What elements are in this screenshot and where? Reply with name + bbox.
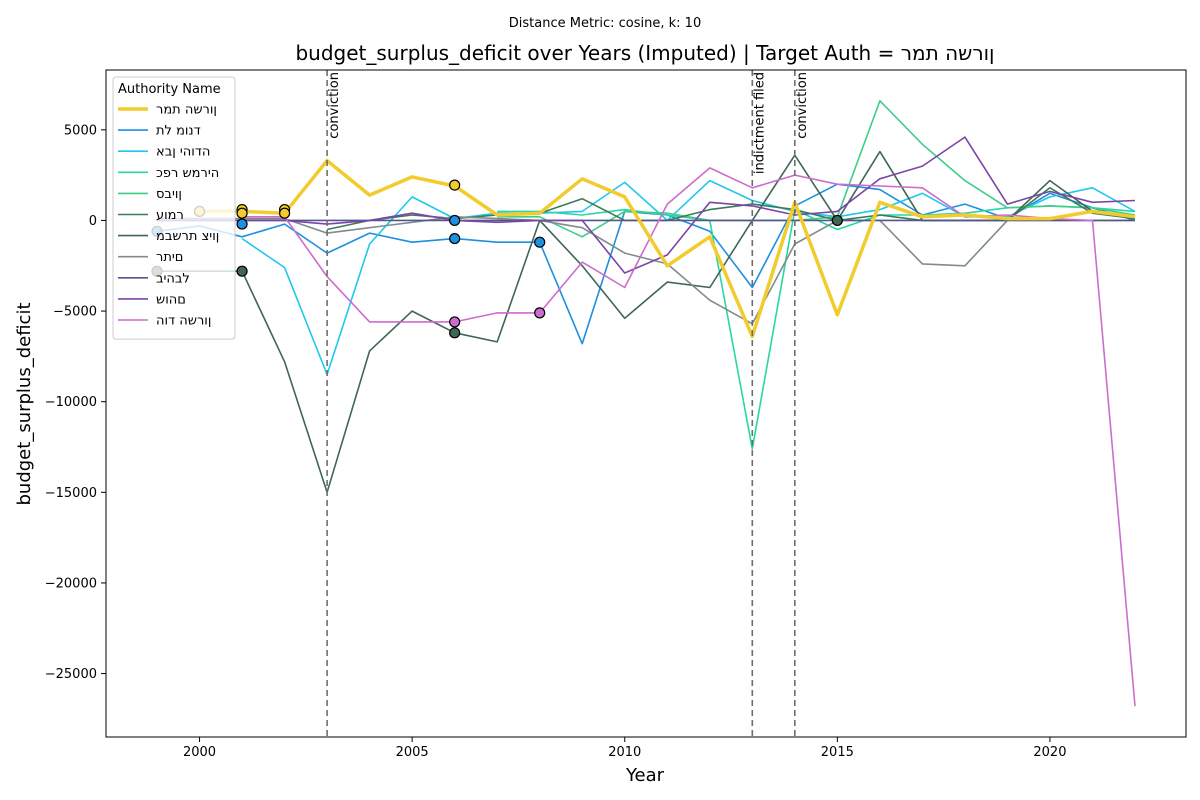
legend-entry: רמוע	[156, 208, 184, 223]
x-axis-label: Year	[625, 765, 665, 786]
y-tick-label: −20000	[45, 576, 97, 591]
series-line	[156, 183, 1136, 345]
legend-entry: דנומ לת	[156, 124, 201, 139]
legend-entry: םהוש	[156, 292, 186, 307]
x-tick-label: 2020	[1033, 745, 1066, 760]
legend-entry: םיתר	[156, 250, 183, 265]
plot-area: conviction indictment filed conviction	[151, 70, 1136, 737]
chart-suptitle: Distance Metric: cosine, k: 10	[509, 16, 701, 31]
y-tick-label: −25000	[45, 667, 97, 682]
legend-entry: ןורשה דוה	[156, 314, 211, 329]
data-point	[831, 214, 843, 227]
x-tick-label: 2005	[396, 745, 429, 760]
y-tick-label: −5000	[53, 305, 97, 320]
legend-entry: ןויבס	[156, 187, 182, 202]
legend-entry: הירמש רפכ	[156, 166, 219, 181]
y-tick-label: −15000	[45, 486, 97, 501]
data-point	[449, 179, 461, 191]
series-line	[497, 100, 1136, 238]
y-tick-label: 0	[89, 214, 97, 229]
data-point	[236, 218, 248, 230]
data-point	[534, 236, 546, 248]
plot-frame	[105, 69, 1187, 738]
series-line	[157, 216, 1135, 325]
data-point	[534, 307, 546, 319]
x-tick-label: 2010	[608, 745, 641, 760]
series-line	[326, 187, 1136, 231]
legend-entry: הדוהי ןבא	[156, 145, 210, 160]
event-label: conviction	[795, 72, 810, 139]
data-point	[449, 214, 461, 227]
legend-title: Authority Name	[118, 82, 221, 97]
y-tick-label: 5000	[64, 123, 97, 138]
data-point	[236, 207, 248, 219]
data-point	[278, 207, 291, 219]
legend-entry: ןויצ תרשבמ	[156, 229, 219, 244]
x-tick-label: 2000	[183, 745, 216, 760]
legend: Authority Name ןורשה תמר דנומ לת הדוהי ןבא ה…	[112, 76, 236, 340]
event-label: indictment filed	[752, 72, 767, 174]
y-axis-label: budget_surplus_deficit	[14, 302, 35, 505]
legend-entry: לבהיב	[156, 271, 190, 286]
series-line	[157, 136, 1136, 274]
legend-box	[112, 76, 236, 340]
data-point	[236, 265, 248, 277]
legend-entry: ןורשה תמר	[156, 103, 217, 118]
series-line	[497, 205, 1136, 450]
data-point	[449, 316, 461, 328]
data-point	[449, 232, 461, 245]
x-axis: 2000 2005 2010 2015 2020	[183, 737, 1066, 760]
event-label: conviction	[327, 72, 342, 139]
y-tick-label: −10000	[45, 395, 97, 410]
series-line	[157, 150, 1136, 494]
data-point	[449, 327, 461, 339]
series-line	[242, 167, 1136, 707]
series-line	[199, 158, 1136, 339]
chart-title: budget_surplus_deficit over Years (Imput…	[295, 41, 994, 65]
x-tick-label: 2015	[821, 745, 854, 760]
y-axis: 5000 0 −5000 −10000 −15000 −20000 −25000	[45, 123, 106, 682]
